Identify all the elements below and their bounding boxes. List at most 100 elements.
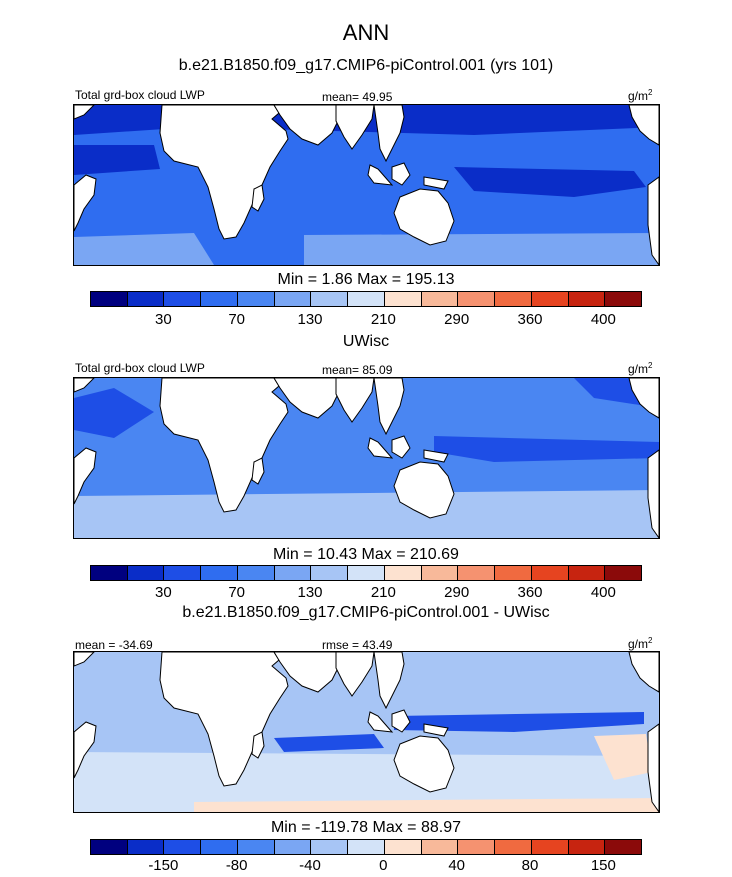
panel-1-colorbar bbox=[90, 291, 642, 307]
colorbar-cell bbox=[495, 292, 532, 306]
colorbar-cell bbox=[164, 292, 202, 306]
colorbar-cell bbox=[605, 292, 642, 306]
panel-1-map bbox=[73, 104, 660, 266]
colorbar-tick-label: 400 bbox=[590, 584, 616, 601]
colorbar-cell bbox=[384, 840, 422, 854]
colorbar-cell bbox=[274, 566, 312, 580]
land-mass bbox=[367, 711, 394, 733]
colorbar-cell bbox=[384, 292, 422, 306]
colorbar-cell bbox=[311, 292, 349, 306]
panel-1-title: b.e21.B1850.f09_g17.CMIP6-piControl.001 … bbox=[178, 57, 554, 74]
colorbar-cell bbox=[568, 292, 606, 306]
colorbar-tick-label: 360 bbox=[517, 311, 543, 328]
colorbar-cell bbox=[164, 840, 202, 854]
colorbar-cell bbox=[127, 840, 165, 854]
land-mass bbox=[251, 457, 265, 485]
colorbar-cell bbox=[311, 566, 349, 580]
colorbar-cell bbox=[237, 840, 275, 854]
land-mass bbox=[373, 105, 405, 163]
colorbar-tick-label: 30 bbox=[154, 584, 172, 601]
colorbar-cell bbox=[458, 292, 496, 306]
land-mass bbox=[74, 105, 95, 120]
field-band bbox=[74, 490, 659, 538]
panel-3-title: b.e21.B1850.f09_g17.CMIP6-piControl.001 … bbox=[182, 604, 550, 621]
panel-1-mean-label: mean= 49.95 bbox=[322, 90, 393, 104]
panel-1-variable-label: Total grd-box cloud LWP bbox=[75, 88, 205, 102]
colorbar-tick-label: 400 bbox=[590, 311, 616, 328]
colorbar-cell bbox=[91, 840, 128, 854]
field-band bbox=[304, 233, 659, 265]
field-band bbox=[194, 798, 659, 812]
colorbar-cell bbox=[531, 566, 569, 580]
land-mass bbox=[423, 723, 449, 737]
land-mass bbox=[367, 164, 394, 186]
land-mass bbox=[628, 105, 659, 146]
colorbar-cell bbox=[384, 566, 422, 580]
land-mass bbox=[74, 378, 95, 393]
colorbar-cell bbox=[605, 566, 642, 580]
colorbar-cell bbox=[91, 292, 128, 306]
colorbar-tick-label: 40 bbox=[448, 857, 465, 874]
colorbar-cell bbox=[127, 566, 165, 580]
colorbar-cell bbox=[237, 292, 275, 306]
land-mass bbox=[335, 105, 375, 150]
field-band bbox=[274, 734, 384, 752]
panel-3-units: g/m2 bbox=[628, 636, 653, 651]
land-mass bbox=[423, 176, 449, 190]
colorbar-cell bbox=[421, 566, 459, 580]
land-mass bbox=[628, 652, 659, 693]
colorbar-tick-label: 360 bbox=[517, 584, 543, 601]
colorbar-tick-label: 70 bbox=[228, 584, 245, 601]
colorbar-cell bbox=[127, 292, 165, 306]
field-band bbox=[394, 712, 644, 732]
colorbar-tick-label: 210 bbox=[370, 584, 396, 601]
land-mass bbox=[367, 437, 394, 459]
colorbar-cell bbox=[531, 840, 569, 854]
field-band bbox=[434, 436, 659, 462]
colorbar-tick-label: 30 bbox=[154, 311, 172, 328]
colorbar-tick-label: 150 bbox=[590, 857, 616, 874]
land-mass bbox=[391, 435, 411, 459]
colorbar-cell bbox=[201, 292, 238, 306]
colorbar-tick-label: 290 bbox=[444, 311, 470, 328]
colorbar-cell bbox=[201, 840, 238, 854]
panel-2-mean-label: mean= 85.09 bbox=[322, 363, 393, 377]
panel-2-units: g/m2 bbox=[628, 361, 653, 376]
land-mass bbox=[393, 461, 455, 519]
colorbar-cell bbox=[237, 566, 275, 580]
land-mass bbox=[159, 378, 289, 513]
colorbar-tick-label: 0 bbox=[379, 857, 388, 874]
colorbar-cell bbox=[458, 566, 496, 580]
colorbar-cell bbox=[201, 566, 238, 580]
colorbar-cell bbox=[568, 566, 606, 580]
field-band bbox=[74, 145, 160, 175]
panel-3-minmax: Min = -119.78 Max = 88.97 bbox=[270, 819, 462, 836]
land-mass bbox=[391, 709, 411, 733]
land-mass bbox=[647, 176, 659, 265]
colorbar-tick-label: -150 bbox=[148, 857, 179, 874]
land-mass bbox=[423, 449, 449, 463]
colorbar-cell bbox=[568, 840, 606, 854]
panel-3-colorbar bbox=[90, 839, 642, 855]
panel-1-units: g/m2 bbox=[628, 88, 653, 103]
colorbar-cell bbox=[91, 566, 128, 580]
land-mass bbox=[251, 731, 265, 759]
colorbar-cell bbox=[348, 292, 385, 306]
land-mass bbox=[393, 188, 455, 246]
colorbar-cell bbox=[458, 840, 496, 854]
colorbar-tick-label: -80 bbox=[225, 857, 248, 874]
colorbar-tick-label: -40 bbox=[299, 857, 321, 874]
land-mass bbox=[393, 735, 455, 793]
panel-2-map bbox=[73, 377, 660, 539]
panel-3-rmse-label: rmse = 43.49 bbox=[322, 638, 393, 652]
colorbar-cell bbox=[274, 840, 312, 854]
colorbar-cell bbox=[605, 840, 642, 854]
colorbar-tick-label: 130 bbox=[297, 311, 323, 328]
land-mass bbox=[373, 652, 405, 710]
colorbar-cell bbox=[531, 292, 569, 306]
colorbar-tick-label: 80 bbox=[521, 857, 539, 874]
land-mass bbox=[251, 184, 265, 212]
panel-1-minmax: Min = 1.86 Max = 195.13 bbox=[277, 271, 455, 288]
land-mass bbox=[647, 449, 659, 538]
land-mass bbox=[74, 652, 95, 667]
